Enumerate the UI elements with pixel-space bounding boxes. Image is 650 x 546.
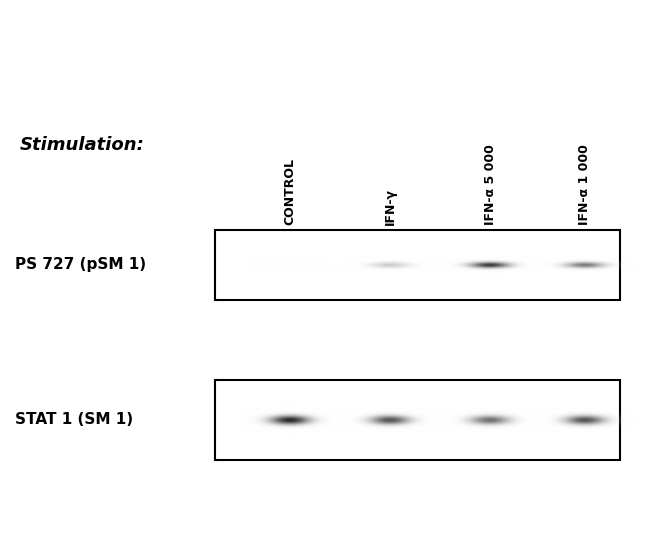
Text: CONTROL: CONTROL: [283, 158, 296, 225]
Bar: [215, 380, 620, 460]
Text: IFN-α 1 000: IFN-α 1 000: [578, 144, 592, 225]
Bar: [215, 230, 620, 300]
Text: Stimulation:: Stimulation:: [20, 136, 145, 154]
Text: IFN-α 5 000: IFN-α 5 000: [484, 144, 497, 225]
Text: PS 727 (pSM 1): PS 727 (pSM 1): [15, 258, 146, 272]
Text: STAT 1 (SM 1): STAT 1 (SM 1): [15, 412, 133, 428]
Text: IFN-γ: IFN-γ: [384, 188, 396, 225]
